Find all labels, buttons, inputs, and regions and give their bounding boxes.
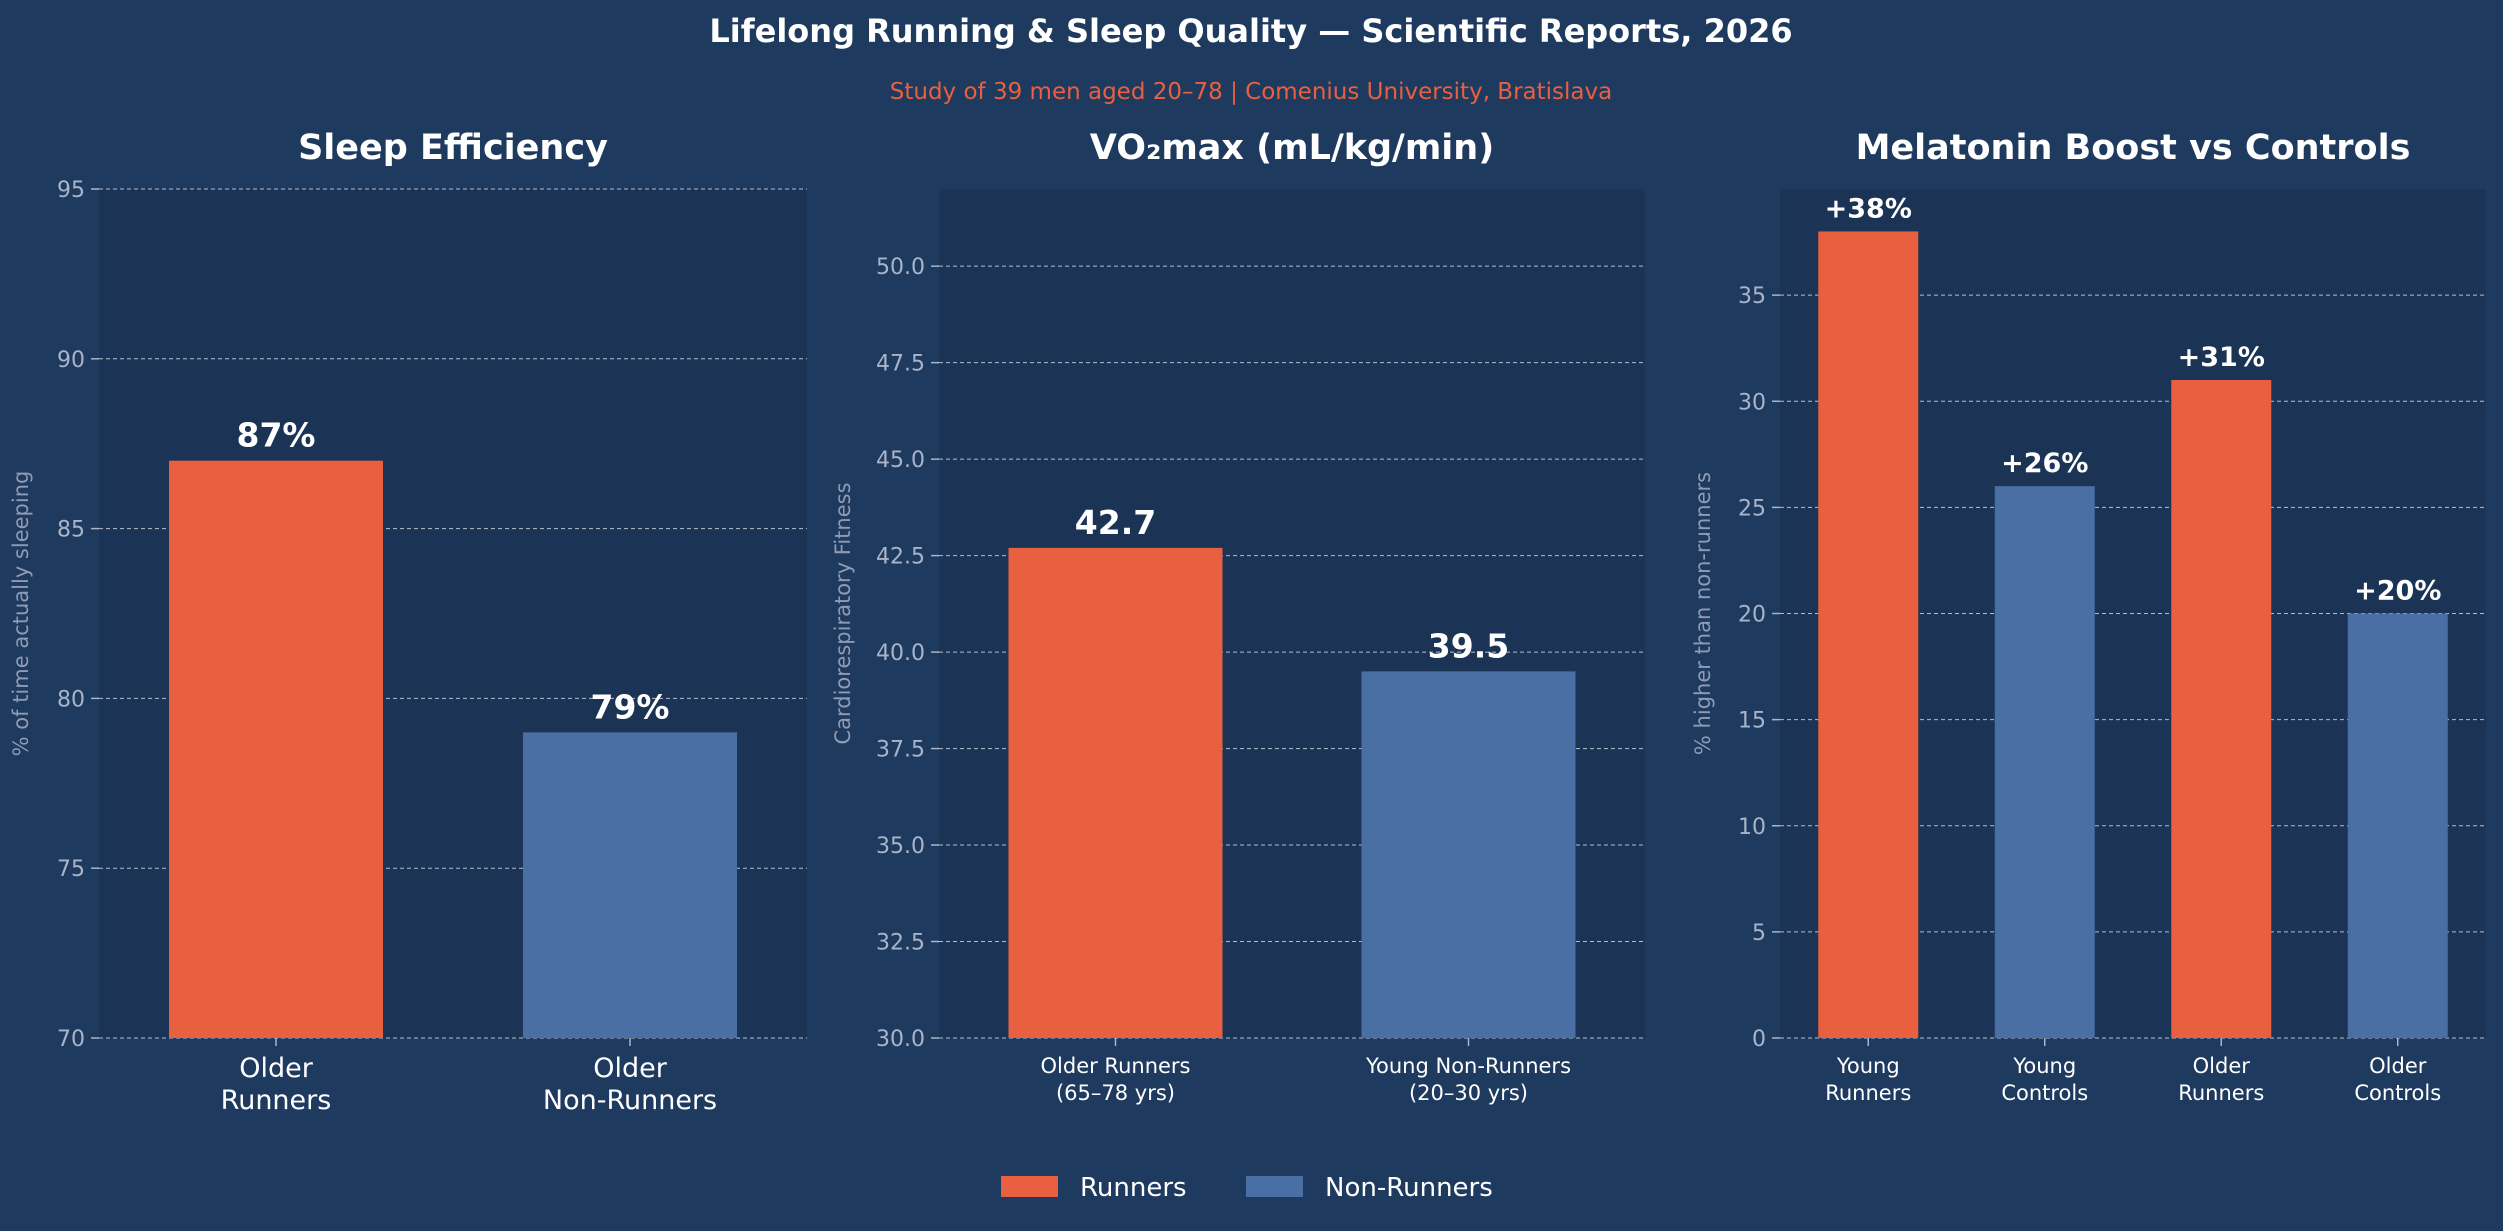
y-tick-label: 15 bbox=[1738, 709, 1766, 734]
panel-2: VO₂max (mL/kg/min) 30.0 32.5 35.0 37.5 40.0 42… bbox=[831, 128, 1645, 1105]
y-tick-label: 37.5 bbox=[876, 738, 925, 763]
y-tick-label: 5 bbox=[1752, 921, 1766, 946]
y-tick-label: 30.0 bbox=[876, 1027, 925, 1052]
bar bbox=[1818, 231, 1919, 1038]
panel-1: Sleep Efficiency 70 75 80 85 90 95 % of time ac… bbox=[9, 128, 807, 1116]
y-tick-label: 35.0 bbox=[876, 834, 925, 859]
bar bbox=[523, 732, 737, 1038]
data-label: 79% bbox=[591, 687, 670, 726]
bar bbox=[1994, 486, 2095, 1038]
data-label: +31% bbox=[2178, 342, 2265, 373]
data-label: 87% bbox=[237, 416, 316, 455]
y-tick-label: 47.5 bbox=[876, 352, 925, 377]
x-tick-label: Older Controls bbox=[2354, 1054, 2441, 1105]
bar bbox=[1008, 547, 1223, 1038]
x-tick-label: Older Runners bbox=[2178, 1054, 2264, 1105]
y-tick-label: 75 bbox=[57, 857, 85, 882]
data-label: +20% bbox=[2354, 576, 2441, 607]
y-tick-label: 30 bbox=[1738, 390, 1766, 415]
x-tick-label: Older Runners bbox=[221, 1053, 332, 1116]
legend-label: Non-Runners bbox=[1325, 1173, 1493, 1203]
data-label: +26% bbox=[2001, 448, 2088, 479]
legend: Runners Non-Runners bbox=[1001, 1173, 1493, 1203]
bar bbox=[169, 460, 383, 1038]
chart-title: Lifelong Running & Sleep Quality — Scien… bbox=[709, 12, 1792, 50]
x-tick-label: Young Non-Runners (20–30 yrs) bbox=[1365, 1054, 1571, 1105]
y-tick-label: 32.5 bbox=[876, 931, 925, 956]
y-tick-label: 20 bbox=[1738, 603, 1766, 628]
chart-panels: Sleep Efficiency 70 75 80 85 90 95 % of time ac… bbox=[9, 128, 2486, 1116]
y-axis-label: % of time actually sleeping bbox=[9, 471, 33, 757]
bar bbox=[1361, 671, 1576, 1038]
panel-title: Melatonin Boost vs Controls bbox=[1856, 128, 2411, 168]
y-tick-label: 35 bbox=[1738, 284, 1766, 309]
x-tick-label: Young Controls bbox=[2001, 1054, 2088, 1105]
y-tick-label: 95 bbox=[57, 178, 85, 203]
y-axis-label: Cardiorespiratory Fitness bbox=[831, 482, 855, 744]
x-tick-label: Older Non-Runners bbox=[543, 1053, 717, 1116]
y-tick-label: 25 bbox=[1738, 496, 1766, 521]
bar bbox=[2171, 380, 2272, 1038]
y-tick-label: 40.0 bbox=[876, 641, 925, 666]
panel-3: Melatonin Boost vs Controls 0 5 10 15 20 25 30 3… bbox=[1691, 128, 2486, 1105]
legend-label: Runners bbox=[1080, 1173, 1187, 1203]
y-tick-label: 42.5 bbox=[876, 545, 925, 570]
panel-title: VO₂max (mL/kg/min) bbox=[1090, 128, 1494, 168]
y-tick-label: 70 bbox=[57, 1027, 85, 1052]
x-tick-label: Young Runners bbox=[1825, 1054, 1911, 1105]
legend-swatch bbox=[1246, 1176, 1303, 1197]
x-tick-label: Older Runners (65–78 yrs) bbox=[1041, 1054, 1191, 1105]
legend-swatch bbox=[1001, 1176, 1058, 1197]
data-label: 42.7 bbox=[1075, 503, 1156, 542]
y-tick-label: 90 bbox=[57, 348, 85, 373]
panel-title: Sleep Efficiency bbox=[298, 128, 608, 168]
y-tick-label: 85 bbox=[57, 518, 85, 543]
y-tick-label: 50.0 bbox=[876, 255, 925, 280]
data-label: 39.5 bbox=[1428, 626, 1509, 665]
data-label: +38% bbox=[1825, 193, 1912, 224]
y-axis-label: % higher than non-runners bbox=[1691, 472, 1715, 755]
chart-subtitle: Study of 39 men aged 20–78 | Comenius Un… bbox=[890, 79, 1612, 105]
y-tick-label: 10 bbox=[1738, 815, 1766, 840]
y-tick-label: 80 bbox=[57, 687, 85, 712]
bar bbox=[2347, 613, 2448, 1038]
y-tick-label: 0 bbox=[1752, 1027, 1766, 1052]
y-tick-label: 45.0 bbox=[876, 448, 925, 473]
